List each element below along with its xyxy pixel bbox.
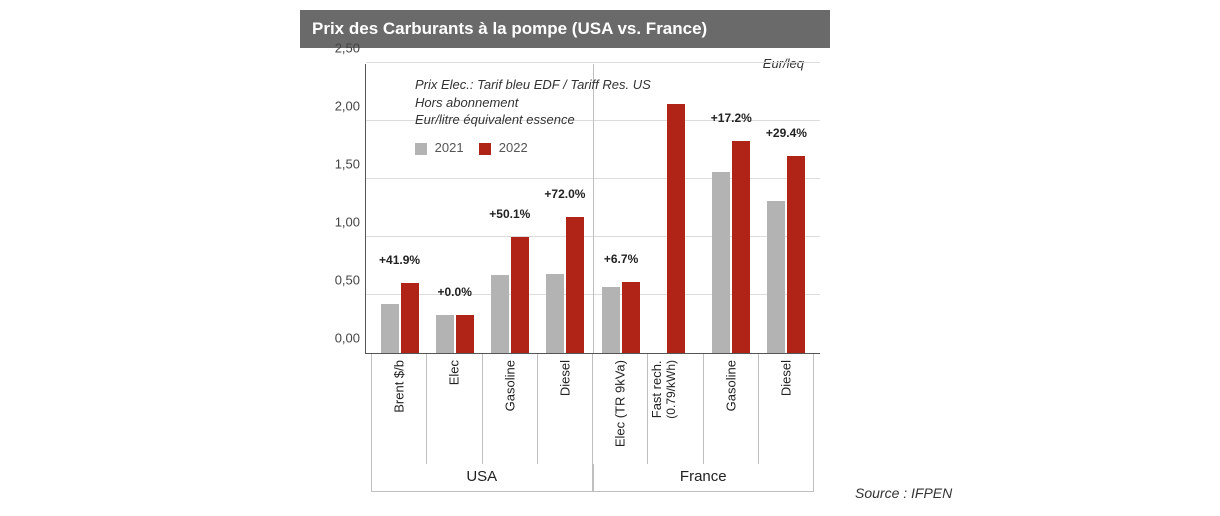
gridline — [366, 62, 820, 63]
bar-2022 — [622, 282, 640, 353]
x-category: Elec (TR 9kVa) — [593, 354, 648, 464]
chart-container: Prix des Carburants à la pompe (USA vs. … — [300, 10, 830, 492]
pct-label: +0.0% — [427, 285, 482, 299]
x-category-label: Fast rech.(0.79/kWh) — [649, 360, 678, 419]
bar-2022 — [732, 141, 750, 353]
x-category-label: Gasoline — [723, 360, 738, 411]
y-tick-label: 2,50 — [318, 41, 360, 56]
legend-label-2022: 2022 — [499, 140, 528, 155]
chart-subtitle: Prix Elec.: Tarif bleu EDF / Tariff Res.… — [415, 76, 651, 129]
x-category-label: Elec — [447, 360, 462, 385]
x-category: Gasoline — [483, 354, 538, 464]
x-category: Diesel — [759, 354, 814, 464]
region-label: USA — [371, 464, 593, 492]
legend-label-2021: 2021 — [435, 140, 464, 155]
pct-label: +41.9% — [372, 253, 427, 267]
legend-swatch-2021 — [415, 143, 427, 155]
legend-swatch-2022 — [479, 143, 491, 155]
y-tick-label: 2,00 — [318, 99, 360, 114]
y-tick-label: 1,50 — [318, 157, 360, 172]
bar-group — [649, 64, 704, 353]
x-category: Brent $/b — [371, 354, 427, 464]
legend-item-2021: 2021 — [415, 140, 467, 155]
x-category: Gasoline — [704, 354, 759, 464]
pct-label: +17.2% — [704, 111, 759, 125]
bar-2021 — [381, 304, 399, 353]
region-axis: USAFrance — [365, 464, 820, 492]
x-category-label: Elec (TR 9kVa) — [613, 360, 628, 447]
source-credit: Source : IFPEN — [855, 485, 952, 501]
bar-group: +29.4% — [759, 64, 814, 353]
pct-label: +50.1% — [482, 207, 537, 221]
y-tick-label: 1,00 — [318, 215, 360, 230]
legend: 2021 2022 — [415, 140, 540, 155]
chart-body: Eur/leq Prix Elec.: Tarif bleu EDF / Tar… — [300, 48, 830, 492]
subtitle-line: Hors abonnement — [415, 94, 651, 112]
x-category-label: Diesel — [557, 360, 572, 396]
subtitle-line: Eur/litre équivalent essence — [415, 111, 651, 129]
pct-label: +29.4% — [759, 126, 814, 140]
x-axis: Brent $/b Elec Gasoline Diesel Elec (TR 9kVa… — [365, 354, 820, 464]
bar-2022 — [511, 237, 529, 353]
x-category: Diesel — [538, 354, 593, 464]
bar-2021 — [546, 274, 564, 353]
chart-title: Prix des Carburants à la pompe (USA vs. … — [300, 10, 830, 48]
bar-2022 — [667, 104, 685, 353]
bar-2021 — [602, 287, 620, 353]
bar-group: +17.2% — [704, 64, 759, 353]
x-category: Elec — [427, 354, 482, 464]
bar-2021 — [767, 201, 785, 353]
y-tick-label: 0,00 — [318, 331, 360, 346]
bar-2021 — [491, 275, 509, 353]
x-category-label: Gasoline — [502, 360, 517, 411]
bar-2021 — [712, 172, 730, 353]
bar-2022 — [787, 156, 805, 353]
y-tick-label: 0,50 — [318, 273, 360, 288]
bar-2022 — [401, 283, 419, 353]
region-label: France — [593, 464, 815, 492]
legend-item-2022: 2022 — [479, 140, 528, 155]
bar-2021 — [436, 315, 454, 353]
bar-2022 — [566, 217, 584, 353]
x-category: Fast rech.(0.79/kWh) — [648, 354, 703, 464]
x-category-label: Brent $/b — [392, 360, 407, 413]
bar-2022 — [456, 315, 474, 353]
pct-label: +72.0% — [537, 187, 592, 201]
x-category-label: Diesel — [778, 360, 793, 396]
subtitle-line: Prix Elec.: Tarif bleu EDF / Tariff Res.… — [415, 76, 651, 94]
pct-label: +6.7% — [594, 252, 649, 266]
